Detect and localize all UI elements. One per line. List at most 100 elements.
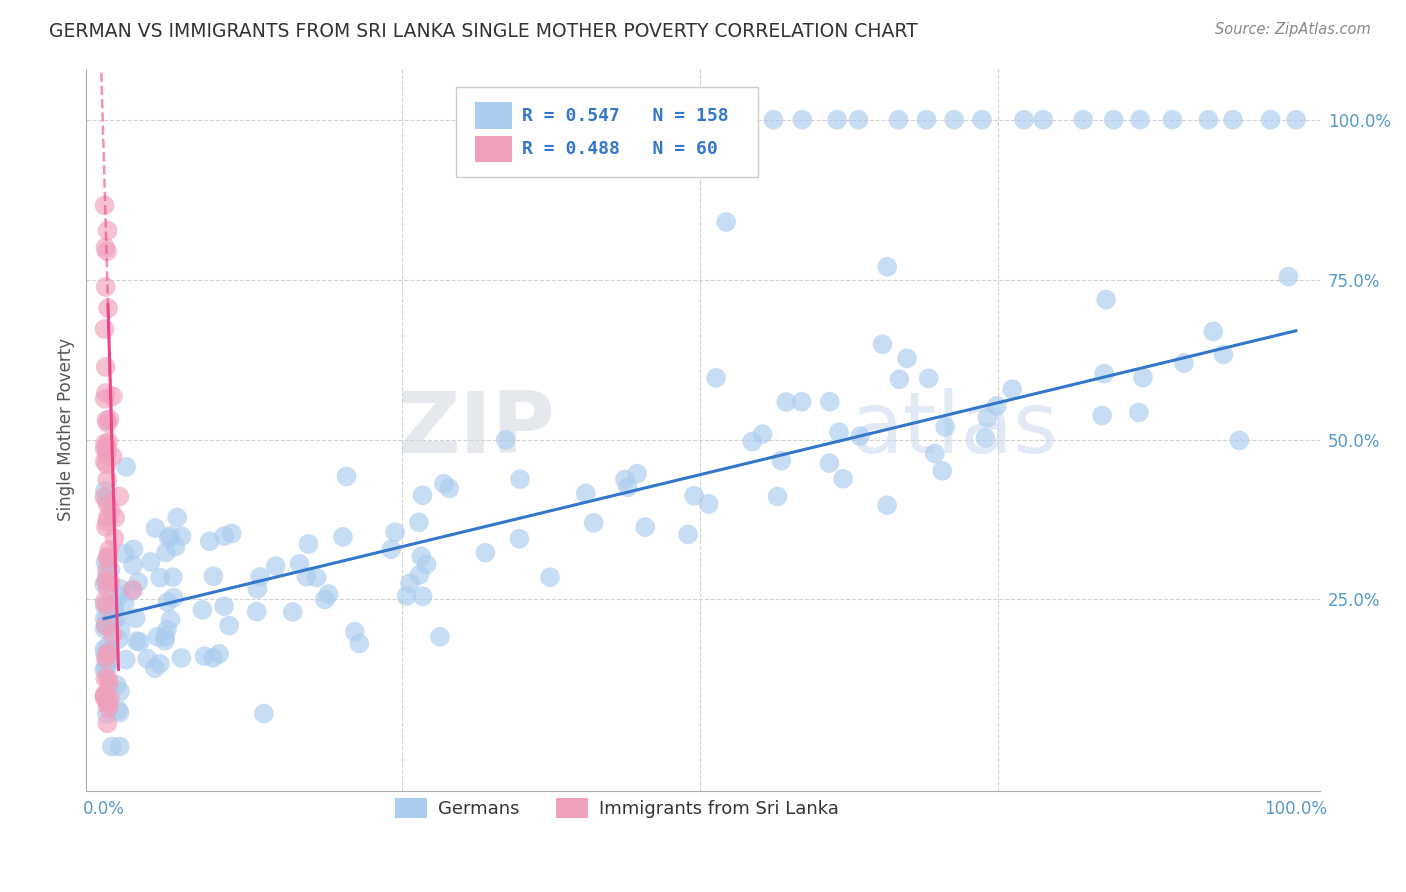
Point <box>114 596 136 610</box>
Point <box>332 530 354 544</box>
Point <box>143 661 166 675</box>
Point <box>97 639 120 653</box>
Point <box>412 488 434 502</box>
Point <box>94 647 117 661</box>
Point <box>97 509 120 524</box>
Point <box>100 562 122 576</box>
Point <box>114 547 136 561</box>
Point <box>198 534 221 549</box>
Point <box>683 489 706 503</box>
Point <box>93 577 115 591</box>
Point <box>100 503 122 517</box>
Point <box>108 490 131 504</box>
Point <box>429 630 451 644</box>
Point <box>1260 112 1282 127</box>
Point <box>93 490 115 504</box>
Point <box>918 371 941 385</box>
Point <box>94 618 117 632</box>
Point <box>127 575 149 590</box>
Text: R = 0.488   N = 60: R = 0.488 N = 60 <box>522 140 717 158</box>
Point <box>156 623 179 637</box>
Point <box>108 706 131 720</box>
FancyBboxPatch shape <box>457 87 758 177</box>
Point <box>1161 112 1184 127</box>
Point <box>162 591 184 605</box>
Point <box>128 635 150 649</box>
Point <box>96 612 118 626</box>
Point <box>94 280 117 294</box>
Point <box>934 420 956 434</box>
Point <box>770 453 793 467</box>
Point <box>97 224 120 238</box>
Point <box>93 442 115 456</box>
Point <box>509 472 531 486</box>
Point <box>98 412 121 426</box>
Point <box>93 392 115 406</box>
Point <box>508 532 530 546</box>
Point <box>96 599 118 613</box>
Point <box>676 527 699 541</box>
Point <box>101 739 124 754</box>
Point <box>110 623 132 637</box>
Point <box>156 595 179 609</box>
Point <box>94 652 117 666</box>
Point <box>93 642 115 657</box>
Point <box>93 622 115 636</box>
Point <box>208 647 231 661</box>
Point <box>115 459 138 474</box>
Point <box>828 425 851 440</box>
Point <box>94 520 117 534</box>
Point <box>165 540 187 554</box>
Point <box>575 486 598 500</box>
Point <box>96 244 118 259</box>
Point <box>1032 112 1054 127</box>
FancyBboxPatch shape <box>475 103 512 128</box>
Point <box>96 570 118 584</box>
Point <box>96 457 118 471</box>
Point <box>411 549 433 564</box>
Point <box>98 676 121 690</box>
Point <box>170 651 193 665</box>
Point <box>1012 112 1035 127</box>
Point <box>976 410 998 425</box>
Point <box>399 576 422 591</box>
Point <box>145 521 167 535</box>
Point <box>107 703 129 717</box>
Point <box>626 467 648 481</box>
Point <box>1222 112 1244 127</box>
Point <box>538 570 561 584</box>
Point <box>115 652 138 666</box>
Point <box>318 587 340 601</box>
Point <box>792 112 814 127</box>
Point <box>159 529 181 543</box>
Point <box>848 112 870 127</box>
Point <box>94 574 117 589</box>
Point <box>439 481 461 495</box>
Point <box>94 555 117 569</box>
Point <box>191 603 214 617</box>
Point <box>887 112 910 127</box>
Point <box>790 394 813 409</box>
Point <box>349 636 371 650</box>
Text: Source: ZipAtlas.com: Source: ZipAtlas.com <box>1215 22 1371 37</box>
Point <box>96 440 118 454</box>
Point <box>103 613 125 627</box>
Point <box>96 564 118 578</box>
Point <box>103 600 125 615</box>
Point <box>613 473 636 487</box>
Point <box>202 569 225 583</box>
Point <box>415 558 437 572</box>
Point <box>94 688 117 702</box>
Point <box>714 215 737 229</box>
Point <box>1202 325 1225 339</box>
Point <box>1277 269 1299 284</box>
Point <box>103 531 125 545</box>
Point <box>343 624 366 639</box>
Point <box>221 526 243 541</box>
Point <box>124 611 146 625</box>
Point <box>762 112 785 127</box>
Point <box>98 682 121 697</box>
Point <box>93 689 115 703</box>
Point <box>751 427 773 442</box>
Point <box>1132 370 1154 384</box>
